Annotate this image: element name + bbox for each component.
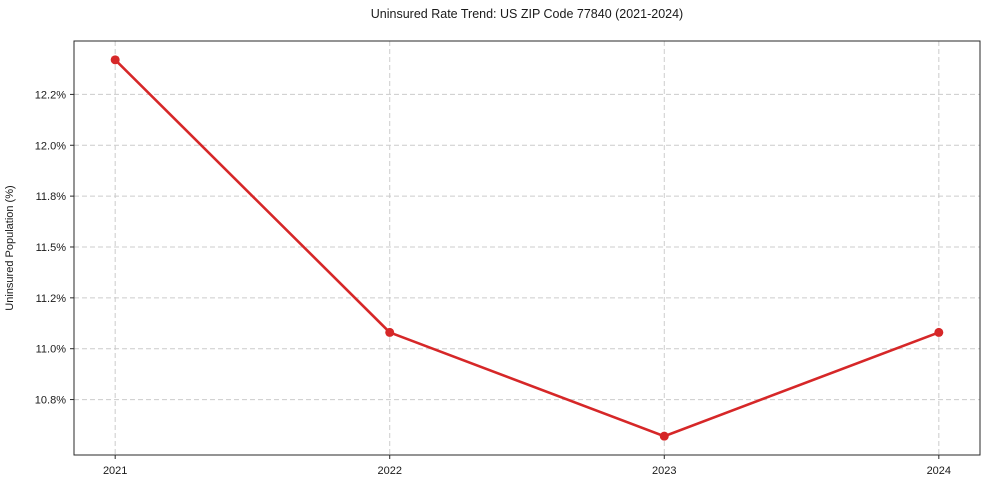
plot-border — [73, 40, 981, 456]
trend-line — [113, 58, 941, 438]
y-tick-label: 12.2% — [35, 89, 66, 101]
axes-layer — [70, 40, 981, 459]
y-tick-label: 10.8% — [35, 395, 66, 407]
x-tick-label: 2022 — [377, 465, 401, 477]
x-tick-label: 2021 — [103, 465, 127, 477]
y-tick-label: 12.0% — [35, 140, 66, 152]
data-point-2022 — [385, 327, 395, 337]
x-tick-label: 2024 — [927, 465, 951, 477]
x-tick-label: 2023 — [652, 465, 676, 477]
data-point-2024 — [934, 327, 944, 337]
series-layer — [110, 55, 944, 441]
y-tick-label: 11.5% — [36, 242, 67, 254]
y-tick-label: 11.8% — [36, 191, 67, 203]
data-point-2021 — [110, 55, 120, 65]
data-point-2023 — [659, 431, 669, 441]
grid-layer — [74, 41, 980, 455]
chart-title: Uninsured Rate Trend: US ZIP Code 77840 … — [370, 7, 684, 21]
y-tick-label: 11.2% — [36, 293, 67, 305]
y-tick-label: 11.0% — [36, 344, 67, 356]
tick-label-layer: 12.2% 12.0% 11.8% 11.5% 11.2% 11.0% 10.8% 2021 2… — [35, 89, 951, 477]
